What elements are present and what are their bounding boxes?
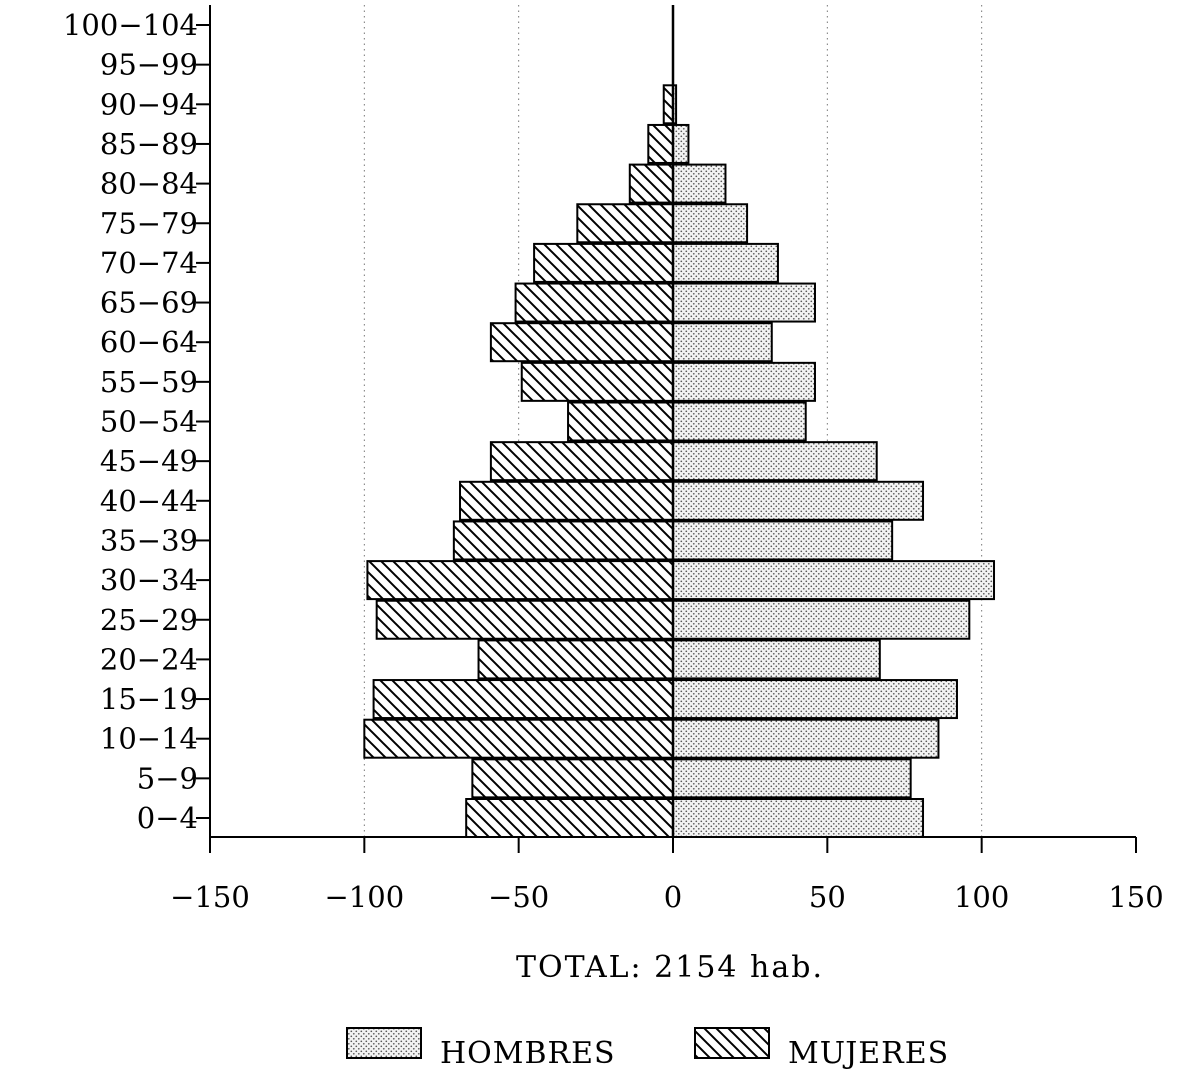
bar-mujeres-65-69 (514, 282, 675, 323)
y-tick-label: 60−64 (100, 325, 198, 359)
y-tick-label: 40−44 (100, 484, 198, 518)
x-axis-caption: TOTAL: 2154 hab. (516, 950, 824, 985)
bar-hombres-60-64 (672, 322, 773, 363)
bar-mujeres-40-44 (459, 480, 674, 521)
bar-hombres-55-59 (672, 361, 816, 402)
y-tick-label: 75−79 (100, 206, 198, 240)
y-tick-label: 70−74 (100, 246, 198, 280)
y-tick-label: 50−54 (100, 405, 198, 439)
bar-hombres-40-44 (672, 480, 925, 521)
x-tick-label: 100 (954, 880, 1009, 914)
legend-swatch-mujeres (694, 1027, 770, 1059)
bar-mujeres-75-79 (576, 203, 675, 244)
y-tick-label: 45−49 (100, 444, 198, 478)
bar-hombres-50-54 (672, 401, 807, 442)
bar-hombres-20-24 (672, 639, 881, 680)
bar-hombres-45-49 (672, 441, 878, 482)
legend-label-mujeres: MUJERES (788, 1036, 949, 1070)
bar-mujeres-25-29 (375, 599, 674, 640)
y-tick-label: 65−69 (100, 286, 198, 320)
y-tick-label: 95−99 (100, 48, 198, 82)
bar-mujeres-60-64 (489, 322, 674, 363)
bar-mujeres-15-19 (372, 679, 674, 720)
y-tick-label: 85−89 (100, 127, 198, 161)
bar-mujeres-50-54 (567, 401, 675, 442)
y-tick-label: 30−34 (100, 563, 198, 597)
bar-hombres-35-39 (672, 520, 894, 561)
x-tick-label: 0 (664, 880, 682, 914)
y-tick-label: 20−24 (100, 642, 198, 676)
bar-mujeres-55-59 (520, 361, 675, 402)
y-tick-label: 100−104 (63, 8, 198, 42)
y-tick-label: 10−14 (100, 722, 198, 756)
bar-hombres-25-29 (672, 599, 971, 640)
bar-hombres-65-69 (672, 282, 816, 323)
y-tick-label: 35−39 (100, 523, 198, 557)
y-tick-label: 15−19 (100, 682, 198, 716)
bar-hombres-30-34 (672, 560, 996, 601)
y-tick-label: 25−29 (100, 603, 198, 637)
bar-mujeres-45-49 (489, 441, 674, 482)
bar-hombres-75-79 (672, 203, 749, 244)
x-tick-label: −100 (325, 880, 405, 914)
x-tick-label: −150 (170, 880, 250, 914)
x-tick-label: 50 (809, 880, 846, 914)
bar-mujeres-10-14 (363, 718, 674, 759)
bar-hombres-0-4 (672, 798, 925, 838)
x-tick-label: −50 (488, 880, 549, 914)
bar-mujeres-20-24 (477, 639, 675, 680)
bar-mujeres-70-74 (533, 242, 674, 283)
y-tick-labels: 0−4 5−9 10−14 15−19 20−24 25−29 30−34 35−39 40−4… (63, 8, 198, 835)
bars (363, 84, 996, 838)
bar-hombres-85-89 (672, 123, 690, 164)
bar-mujeres-90-94 (662, 84, 674, 125)
bar-hombres-5-9 (672, 758, 912, 799)
bar-hombres-15-19 (672, 679, 958, 720)
y-tick-label: 90−94 (100, 87, 198, 121)
y-tick-label: 55−59 (100, 365, 198, 399)
legend-swatch-hombres (346, 1027, 422, 1059)
bar-hombres-80-84 (672, 163, 727, 204)
y-tick-label: 80−84 (100, 167, 198, 201)
x-tick-label: 150 (1108, 880, 1163, 914)
legend: HOMBRES MUJERES (346, 1027, 949, 1070)
legend-label-hombres: HOMBRES (440, 1036, 616, 1070)
y-tick-label: 0−4 (137, 801, 198, 835)
bar-mujeres-85-89 (647, 123, 674, 164)
axes (196, 5, 1137, 853)
y-tick-label: 5−9 (137, 761, 198, 795)
x-tick-labels: −150 −100 −50 0 50 100 150 (170, 880, 1164, 914)
bar-hombres-70-74 (672, 242, 779, 283)
bar-mujeres-35-39 (452, 520, 675, 561)
bar-mujeres-30-34 (366, 560, 674, 601)
bar-mujeres-80-84 (628, 163, 675, 204)
bar-mujeres-5-9 (471, 758, 674, 799)
bar-hombres-10-14 (672, 718, 940, 759)
bar-mujeres-0-4 (465, 798, 674, 838)
